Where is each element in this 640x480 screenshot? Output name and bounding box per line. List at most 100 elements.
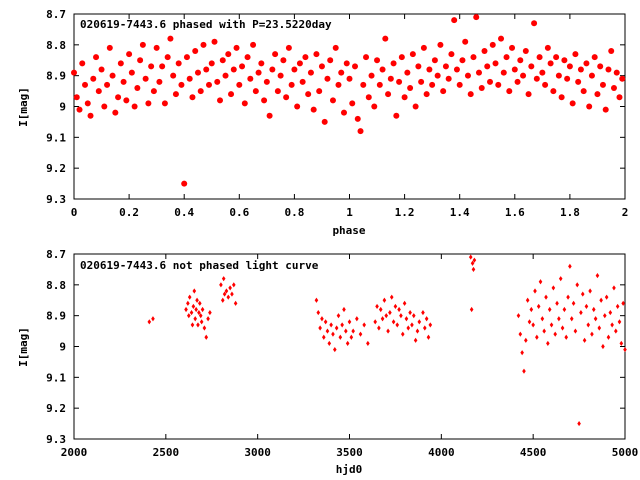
data-point — [478, 85, 485, 91]
data-point — [233, 44, 240, 51]
data-point — [380, 316, 385, 322]
data-point — [211, 38, 218, 45]
data-point — [525, 297, 530, 303]
y-tick-label: 8.8 — [46, 39, 66, 52]
data-point — [558, 94, 565, 101]
data-point — [564, 75, 571, 82]
data-point — [564, 334, 569, 340]
data-point — [469, 306, 474, 313]
data-point — [553, 331, 558, 337]
data-point — [382, 35, 389, 42]
data-point — [351, 328, 355, 334]
data-point — [492, 60, 499, 67]
data-point — [291, 66, 298, 73]
data-point — [332, 44, 339, 51]
data-point — [362, 322, 366, 328]
data-point — [112, 109, 119, 116]
data-point — [391, 319, 396, 325]
data-point — [199, 319, 204, 325]
y-tick-label: 8.8 — [46, 279, 66, 292]
data-point — [393, 303, 398, 310]
data-point — [569, 316, 574, 322]
data-point — [582, 337, 587, 343]
data-point — [347, 319, 352, 325]
data-point — [382, 297, 387, 303]
x-tick-label: 4000 — [428, 446, 455, 459]
data-point — [310, 106, 317, 113]
data-point — [335, 81, 342, 88]
data-point — [413, 337, 418, 343]
data-point — [352, 63, 359, 70]
y-tick-label: 9.3 — [46, 193, 66, 206]
data-point — [533, 288, 537, 294]
data-point — [195, 297, 199, 303]
data-point — [258, 60, 265, 67]
data-point — [230, 66, 237, 73]
data-point — [616, 94, 623, 101]
data-point — [588, 72, 595, 79]
data-point — [244, 54, 251, 61]
data-point — [489, 41, 496, 48]
data-point — [167, 35, 174, 42]
y-tick-label: 9 — [59, 101, 66, 114]
data-point — [288, 81, 295, 88]
data-point — [462, 38, 469, 45]
data-point — [498, 35, 505, 42]
data-point — [623, 346, 627, 353]
x-tick-label: 1.4 — [450, 206, 470, 219]
data-point — [562, 306, 567, 313]
data-point — [193, 316, 198, 322]
data-point — [349, 100, 356, 107]
data-point — [400, 331, 405, 337]
data-point — [470, 260, 475, 266]
data-point — [418, 78, 425, 85]
data-point — [445, 75, 452, 82]
data-point — [536, 54, 543, 61]
data-point — [396, 78, 403, 85]
data-point — [420, 44, 427, 51]
data-point — [307, 69, 314, 76]
y-tick-label: 8.9 — [46, 70, 66, 83]
data-point — [156, 78, 163, 85]
data-point — [190, 322, 195, 328]
data-point — [518, 331, 523, 337]
data-point — [98, 66, 105, 73]
data-point — [200, 306, 205, 313]
data-point — [197, 88, 204, 95]
data-point — [342, 306, 346, 313]
data-point — [555, 300, 559, 306]
data-point — [277, 72, 284, 79]
data-point — [551, 285, 556, 291]
unphased-light-curve-panel: 2000 2500 3000 3500 4000 4500 5000 8.7 8.8 8.9 9 9.… — [17, 248, 638, 476]
y-axis-label: I[mag] — [17, 87, 30, 127]
data-point — [410, 322, 414, 328]
data-point — [573, 328, 578, 334]
data-point — [417, 319, 422, 325]
data-point — [334, 325, 339, 331]
data-point — [475, 69, 482, 76]
data-point — [404, 69, 411, 76]
data-point — [542, 328, 546, 334]
data-point — [280, 57, 287, 64]
data-point — [393, 112, 400, 119]
data-point — [296, 60, 303, 67]
data-point — [71, 69, 77, 76]
data-point — [93, 54, 100, 61]
data-point — [126, 51, 133, 58]
x-axis-label: phase — [332, 224, 365, 237]
data-point — [203, 66, 210, 73]
phased-light-curve-panel: 0 0.2 0.4 0.6 0.8 1 1.2 1.4 1.6 1.8 2 8.7 8.8 8.9 9 9.1… — [17, 8, 628, 237]
x-tick-label: 4500 — [520, 446, 547, 459]
x-tick-label: 2000 — [61, 446, 88, 459]
data-point — [371, 103, 378, 110]
data-point — [406, 325, 411, 331]
data-point — [314, 297, 319, 303]
data-point — [161, 100, 168, 107]
y-tick-label: 9.2 — [46, 162, 66, 175]
plot-title: 020619-7443.6 not phased light curve — [80, 259, 319, 272]
data-point — [84, 100, 91, 107]
data-point — [117, 60, 124, 67]
data-point — [610, 85, 617, 91]
data-point — [615, 303, 620, 310]
data-point — [333, 346, 337, 353]
